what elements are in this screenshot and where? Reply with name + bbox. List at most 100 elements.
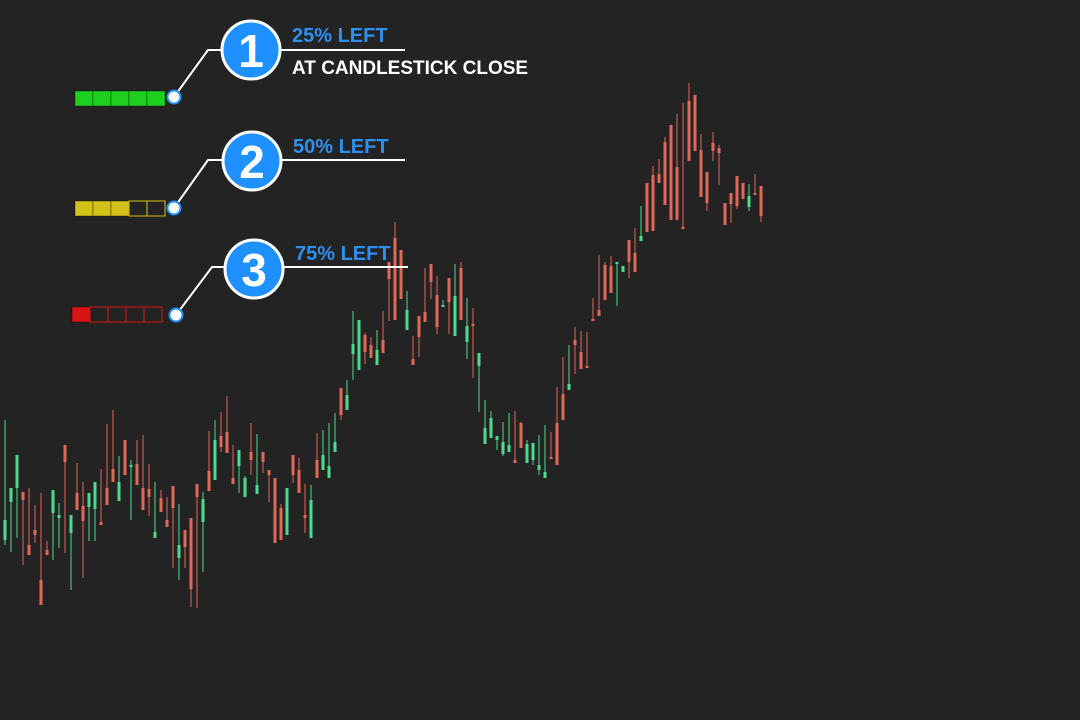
candlestick [249,423,253,475]
candlestick [285,488,289,535]
candlestick [87,493,91,541]
candlestick [33,505,37,543]
candlestick [645,183,649,232]
candle-body [411,359,415,365]
candlestick [387,262,391,321]
candle-body [375,350,379,365]
candlestick [495,436,499,450]
candlestick [219,412,223,452]
candle-body [615,262,619,264]
candle-body [477,353,481,366]
candlestick [381,311,385,353]
candlestick [429,264,433,299]
candlestick [207,431,211,491]
candle-body [597,310,601,316]
candle-body [315,460,319,478]
meter-segment [110,90,130,107]
candle-body [243,478,247,497]
candlestick [255,434,259,494]
candlestick [603,262,607,300]
candle-body [3,520,7,540]
candle-body [189,518,193,589]
candle-body [453,296,457,336]
candle-body [345,395,349,410]
candle-body [165,520,169,527]
candlestick [297,458,301,493]
candle-body [75,493,79,510]
candlestick [321,430,325,470]
candle-body [585,366,589,368]
candlestick [147,464,151,516]
candle-body [705,172,709,203]
candlestick [609,256,613,293]
callout-1: 1 25% LEFT AT CANDLESTICK CLOSE [74,19,528,107]
candlestick [123,440,127,475]
callout-1-badge [220,19,282,81]
candlestick [339,388,343,420]
callout-2-leader-line [173,159,405,209]
meter-segment [143,306,163,323]
candle-body [735,176,739,206]
candlestick [759,186,763,222]
candle-body [39,580,43,605]
candlestick [279,504,283,540]
candlestick [501,422,505,456]
candlestick [183,530,187,568]
candle-body [687,101,691,161]
candle-body [573,340,577,345]
candle-body [651,175,655,231]
callout-3-badge [223,238,285,300]
candlestick [363,333,367,364]
candle-body [255,485,259,494]
candle-body [699,150,703,197]
candle-body [297,470,301,493]
candle-body [351,344,355,354]
candle-body [459,268,463,320]
candlestick [93,482,97,541]
candle-body [423,312,427,322]
candle-body [483,428,487,444]
candle-body [45,550,49,555]
meter-segment [146,200,166,217]
candle-body [213,440,217,480]
candle-body [129,465,133,467]
candlestick [471,308,475,378]
candle-body [207,471,211,491]
candlestick [417,316,421,357]
candle-body [609,266,613,293]
candle-body [27,545,31,555]
candle-body [621,266,625,272]
candlestick [189,518,193,607]
candlestick [243,476,247,497]
candle-body [675,167,679,220]
candlestick [735,176,739,209]
candle-body [15,455,19,488]
candle-body [237,450,241,466]
candlestick [105,424,109,505]
callout-2-number: 2 [239,136,265,188]
candle-body [153,532,157,538]
candle-body [9,488,13,502]
candle-body [123,440,127,475]
candlestick [177,504,181,580]
candle-body [489,418,493,438]
callout-3-anchor-dot [168,307,184,323]
candlestick [153,482,157,538]
candle-body [393,238,397,320]
candle-body [519,423,523,448]
candlestick [267,470,271,502]
candlestick [741,183,745,199]
candlestick [657,159,661,183]
candlestick [3,420,7,545]
candlestick [519,422,523,448]
candlestick [327,423,331,478]
candlestick [531,443,535,465]
candlestick [573,327,577,374]
candlestick [621,266,625,272]
candlestick [561,357,565,420]
candlestick [195,484,199,608]
meter-segment [74,200,94,217]
candle-body [33,530,37,535]
candlestick [309,485,313,538]
candle-body [717,148,721,153]
